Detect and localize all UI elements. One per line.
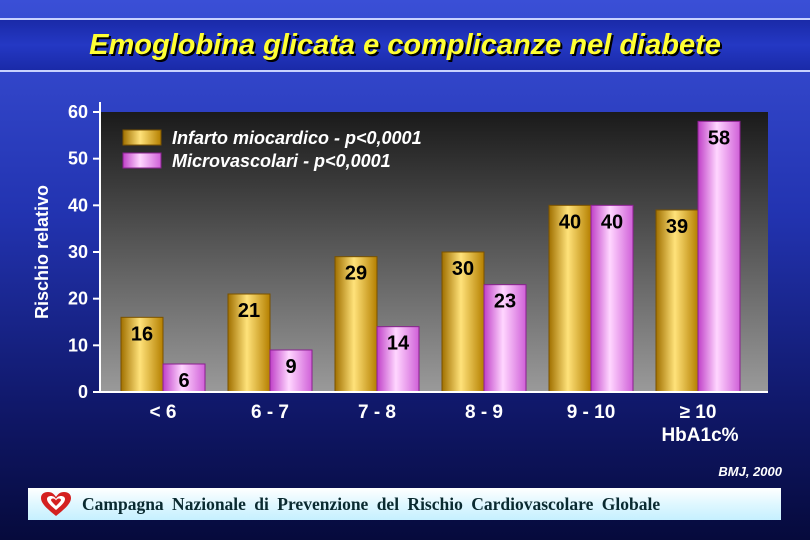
- x-tick-label-3: 8 - 9: [465, 402, 503, 423]
- bar-s0-3: [441, 251, 485, 393]
- bar-s0-4: [548, 204, 592, 393]
- data-label-s1-5: 58: [708, 127, 730, 149]
- bar-s0-1: [227, 293, 271, 393]
- x-tick-label-2: 7 - 8: [358, 402, 396, 423]
- data-label-s0-5: 39: [666, 216, 688, 238]
- heart-logo-icon: [41, 492, 71, 516]
- data-label-s0-4: 40: [559, 211, 581, 233]
- data-label-s0-0: 16: [131, 323, 153, 345]
- x-axis: < 6 6 - 7 7 - 8 8 - 9 9 - 10 ≥ 10: [100, 391, 768, 423]
- x-tick-label-5: ≥ 10: [680, 402, 717, 423]
- y-tick-label-3: 30: [68, 242, 88, 262]
- y-tick-label-6: 60: [68, 102, 88, 122]
- data-label-s1-2: 14: [387, 333, 410, 355]
- data-label-s0-1: 21: [238, 300, 260, 322]
- x-axis-label: HbA1c%: [661, 425, 738, 446]
- y-tick-label-1: 10: [68, 335, 88, 355]
- data-label-s1-4: 40: [601, 211, 623, 233]
- y-tick-label-5: 50: [68, 149, 88, 169]
- y-axis: 0 10 20 30 40 50 60: [68, 102, 101, 402]
- legend-label-0: Infarto miocardico - p<0,0001: [172, 128, 422, 148]
- y-axis-label: Rischio relativo: [32, 185, 52, 319]
- data-label-s1-3: 23: [494, 291, 516, 313]
- data-label-s0-2: 29: [345, 263, 367, 285]
- legend-label-1: Microvascolari - p<0,0001: [172, 151, 391, 171]
- legend: Infarto miocardico - p<0,0001 Microvascol…: [122, 128, 422, 171]
- legend-swatch-0: [122, 129, 162, 146]
- y-tick-label-2: 20: [68, 289, 88, 309]
- bar-s1-1: [269, 349, 313, 393]
- x-tick-label-1: 6 - 7: [251, 402, 289, 423]
- data-label-s0-3: 30: [452, 258, 474, 280]
- bar-s0-0: [120, 316, 164, 393]
- slide-title: Emoglobina glicata e complicanze nel dia…: [89, 29, 721, 61]
- title-band: Emoglobina glicata e complicanze nel dia…: [0, 18, 810, 72]
- y-tick-label-0: 0: [78, 382, 88, 402]
- bar-chart: 0 10 20 30 40 50 60 16 6 21 9 29 14 30 23 40 40 39 58 < 6…: [32, 102, 768, 446]
- source-citation: BMJ, 2000: [718, 464, 782, 479]
- legend-swatch-1: [122, 152, 162, 169]
- bar-s1-3: [483, 284, 527, 393]
- x-tick-label-4: 9 - 10: [567, 402, 616, 423]
- bar-s1-5: [697, 120, 741, 393]
- bars: 16 6 21 9 29 14 30 23 40 40 39 58: [120, 120, 741, 393]
- x-tick-label-0: < 6: [150, 402, 177, 423]
- footer-text: Campagna Nazionale di Prevenzione del Ri…: [82, 494, 661, 514]
- bar-s1-2: [376, 326, 420, 393]
- footer-banner: Campagna Nazionale di Prevenzione del Ri…: [28, 488, 781, 520]
- bar-s1-4: [590, 204, 634, 393]
- y-tick-label-4: 40: [68, 195, 88, 215]
- data-label-s1-1: 9: [285, 356, 296, 378]
- data-label-s1-0: 6: [178, 370, 189, 392]
